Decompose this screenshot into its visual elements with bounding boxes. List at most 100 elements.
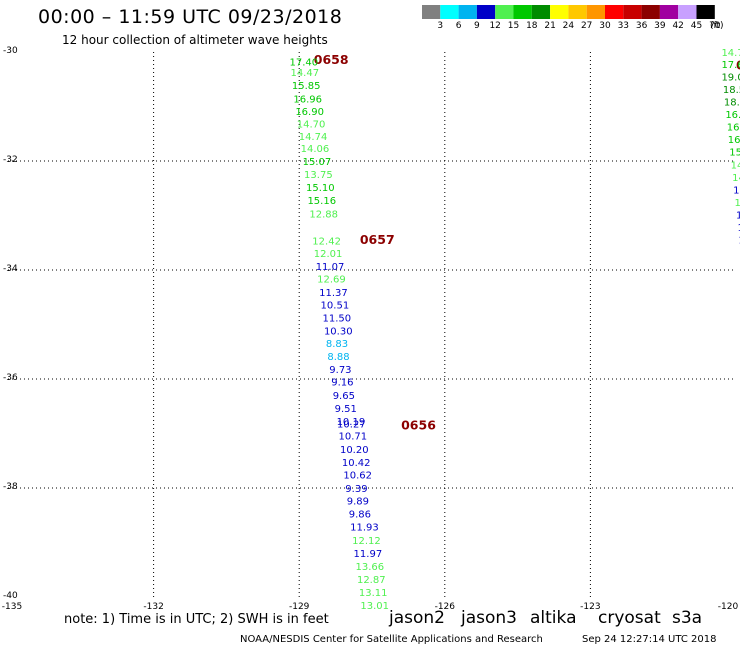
satellite-cryosat: cryosat [598, 608, 661, 628]
time-labels: 0658 0657 0656 0 [314, 52, 740, 432]
swh-value: 16.62 [725, 110, 740, 121]
swh-value: 15.07 [303, 157, 332, 168]
satellite-jason2: jason2 [389, 608, 445, 628]
swh-value: 9.89 [347, 497, 369, 508]
swh-value: 11.37 [319, 288, 348, 299]
chart-subtitle: 12 hour collection of altimeter wave hei… [62, 33, 328, 47]
swh-value: 14.06 [301, 144, 330, 155]
legend-swatch [422, 5, 441, 19]
legend-swatch [678, 5, 697, 19]
swh-value: 8.88 [327, 352, 349, 363]
y-tick-label: -36 [3, 373, 18, 383]
satellite-s3a: s3a [672, 608, 703, 628]
swh-value: 9.65 [333, 391, 355, 402]
legend-swatch [696, 5, 715, 19]
swh-value: 13.11 [359, 588, 388, 599]
legend-swatch [568, 5, 587, 19]
swh-value: 9.16 [331, 378, 353, 389]
y-tick-label: -40 [3, 591, 18, 601]
credit-line: NOAA/NESDIS Center for Satellite Applica… [240, 634, 543, 645]
swh-value: 8.83 [326, 339, 348, 350]
x-tick-label: -132 [143, 602, 164, 612]
swh-value: 14.56 [731, 160, 740, 171]
swh-value: 10.62 [343, 470, 372, 481]
swh-value: 10.51 [736, 210, 740, 221]
time-label: 0 [736, 58, 740, 73]
generated-timestamp: Sep 24 12:27:14 UTC 2018 [582, 634, 717, 645]
legend-label: 21 [544, 21, 556, 31]
time-label: 0657 [360, 232, 395, 247]
legend-label: 24 [562, 21, 575, 31]
time-label: 0656 [401, 417, 436, 432]
swh-value: 15.16 [307, 196, 336, 207]
y-tick-label: -32 [3, 155, 18, 165]
legend-swatch [458, 5, 477, 19]
swh-value: 11.50 [322, 313, 351, 324]
legend-label: 9 [474, 21, 480, 31]
swh-value: 15.85 [292, 81, 321, 92]
swh-value: 14.70 [297, 119, 326, 130]
swh-value: 12.87 [357, 575, 386, 586]
time-label: 0658 [314, 52, 349, 67]
swh-value: 11.80 [733, 185, 740, 196]
legend-label: 3 [437, 21, 444, 31]
y-tick-label: -34 [3, 264, 18, 274]
legend-swatch [513, 5, 532, 19]
swh-value: 10.51 [321, 300, 350, 311]
swh-value: 11.97 [354, 549, 383, 560]
swh-value: 10.19 [337, 417, 366, 428]
legend-label: 70 [709, 21, 721, 31]
swh-value: 11.27 [737, 223, 740, 234]
legend-label: 6 [455, 21, 462, 31]
swh-value: 9.51 [335, 404, 357, 415]
swh-value: 10.27 [337, 420, 366, 431]
swh-value: 12.42 [312, 237, 341, 248]
swh-value: 16.80 [728, 135, 740, 146]
x-tick-label: -135 [1, 602, 23, 612]
legend-swatch [586, 5, 605, 19]
swh-value: 16.60 [727, 123, 740, 134]
legend-label: 30 [599, 21, 611, 31]
swh-value: 15.83 [729, 148, 740, 159]
chart-title: 00:00 – 11:59 UTC 09/23/2018 [38, 6, 343, 28]
swh-value: 14.74 [299, 132, 328, 143]
swh-value: 12.69 [317, 275, 346, 286]
swh-value: 13.01 [360, 601, 389, 612]
swh-value: 16.90 [295, 107, 324, 118]
footer-note: note: 1) Time is in UTC; 2) SWH is in fe… [64, 612, 329, 627]
swh-value: 10.42 [342, 458, 371, 469]
swh-value: 15.10 [306, 183, 335, 194]
legend-swatch [641, 5, 660, 19]
satellite-jason3: jason3 [461, 608, 517, 628]
data-points: 17.4014.4715.8516.9616.9014.7014.7414.06… [289, 48, 740, 612]
swh-value: 14.47 [290, 68, 319, 79]
legend-unit: (ft) [710, 21, 724, 31]
swh-value: 17.68 [721, 60, 740, 71]
legend-label: 18 [526, 21, 538, 31]
legend-label: 45 [690, 21, 703, 31]
swh-value: 13.66 [355, 562, 384, 573]
satellite-altika: altika [530, 608, 577, 628]
legend-swatch [476, 5, 496, 19]
legend-swatch [495, 5, 514, 19]
legend-swatch [550, 5, 569, 19]
legend-label: 42 [672, 21, 684, 31]
swh-value: 10.71 [339, 432, 368, 443]
legend-swatch [659, 5, 679, 19]
swh-value: 17.40 [289, 57, 318, 68]
swh-value: 11.17 [738, 235, 740, 246]
swh-value: 9.73 [329, 365, 351, 376]
swh-value: 10.20 [340, 445, 369, 456]
swh-value: 9.39 [345, 484, 367, 495]
swh-value: 9.86 [349, 510, 371, 521]
x-tick-label: -123 [580, 602, 601, 612]
x-tick-label: -129 [288, 602, 310, 612]
swh-value: 19.08 [721, 73, 740, 84]
swh-value: 12.88 [309, 209, 338, 220]
swh-value: 13.75 [304, 170, 333, 181]
swh-value: 14.70 [721, 48, 740, 59]
legend-label: 36 [635, 21, 648, 31]
legend-swatch [605, 5, 624, 19]
x-tick-label: -126 [434, 602, 456, 612]
